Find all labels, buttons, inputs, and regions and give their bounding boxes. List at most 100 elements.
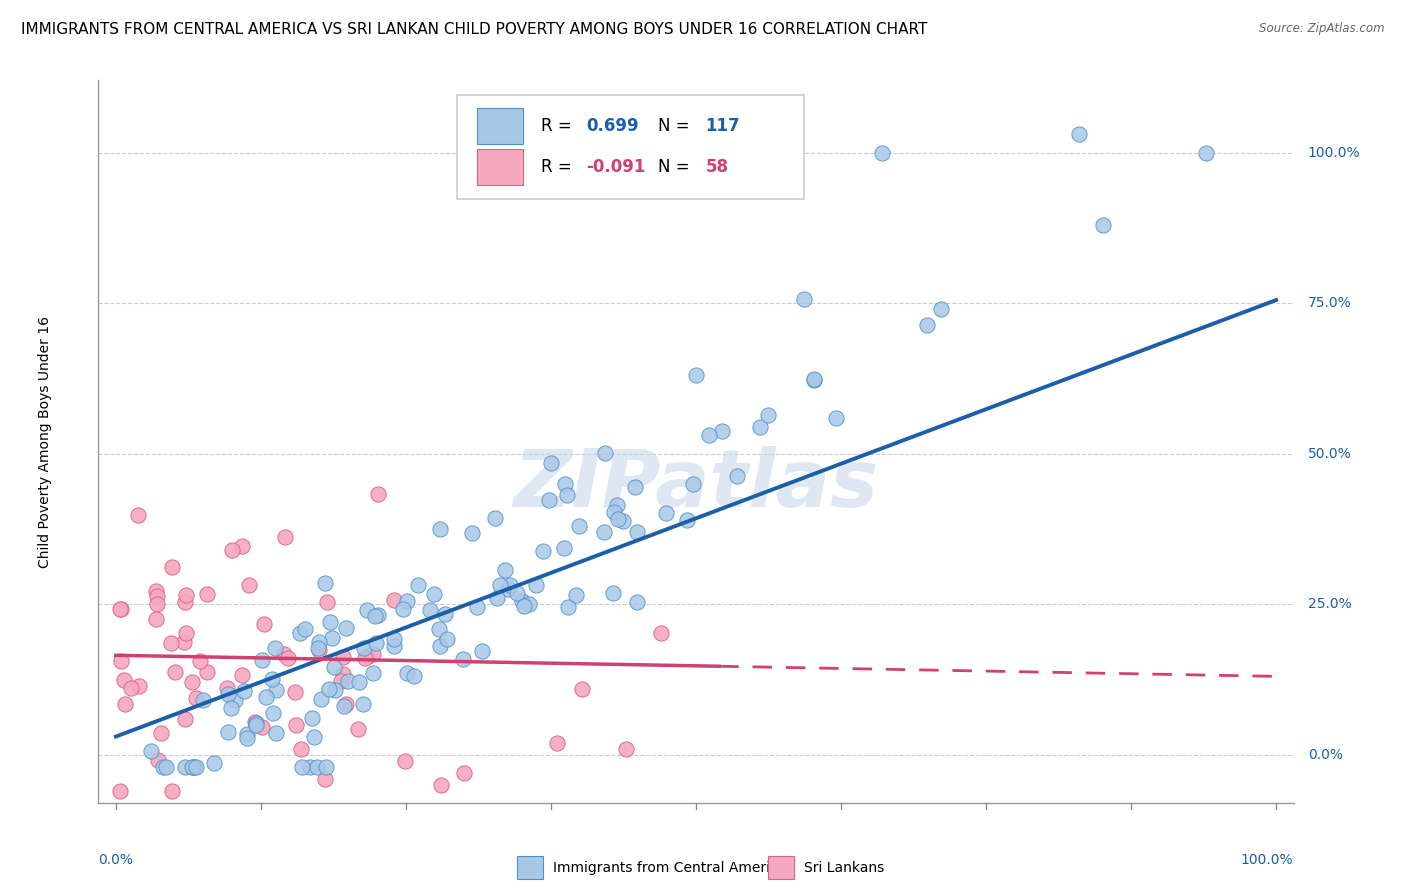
Point <box>356 603 378 617</box>
Point <box>128 679 150 693</box>
Point <box>233 683 256 698</box>
Point <box>382 639 405 653</box>
Point <box>173 635 195 649</box>
Point <box>593 446 616 460</box>
Point <box>568 518 591 533</box>
Point <box>277 651 299 665</box>
Point <box>217 725 239 739</box>
Text: N =: N = <box>658 158 695 176</box>
Point <box>176 625 198 640</box>
Point <box>453 765 475 780</box>
Point <box>392 602 415 616</box>
Point <box>624 480 647 494</box>
Point <box>180 675 202 690</box>
Point <box>557 599 579 614</box>
Text: R =: R = <box>541 117 576 135</box>
Point <box>188 654 211 668</box>
Point <box>254 690 277 705</box>
Point <box>1067 128 1090 142</box>
Point <box>160 560 183 574</box>
Point <box>308 643 330 657</box>
Point <box>353 640 375 655</box>
Point <box>461 526 484 541</box>
Point <box>710 424 733 438</box>
Point <box>626 525 648 540</box>
Point <box>193 692 215 706</box>
Point <box>603 505 626 519</box>
Text: 0.0%: 0.0% <box>98 854 134 867</box>
Text: ZIPatlas: ZIPatlas <box>513 446 879 524</box>
Point <box>494 562 516 576</box>
Point <box>321 631 343 645</box>
Point <box>429 639 451 653</box>
Text: 58: 58 <box>706 158 728 176</box>
Point <box>682 476 704 491</box>
Point <box>308 635 330 649</box>
Point <box>429 522 451 536</box>
Point <box>174 594 197 608</box>
Point <box>419 602 441 616</box>
Point <box>323 682 346 697</box>
Point <box>434 607 457 621</box>
Point <box>367 607 389 622</box>
Point <box>245 714 267 729</box>
Text: 75.0%: 75.0% <box>1308 296 1351 310</box>
Point <box>319 615 342 629</box>
Point <box>484 511 506 525</box>
Point <box>284 718 307 732</box>
Point <box>333 699 356 714</box>
Point <box>1092 219 1115 233</box>
Point <box>332 666 354 681</box>
Point <box>363 608 385 623</box>
Point <box>302 730 325 744</box>
Point <box>354 651 377 665</box>
Point <box>146 598 169 612</box>
Point <box>110 784 132 798</box>
Point <box>231 539 253 553</box>
Point <box>429 622 451 636</box>
Point <box>555 488 578 502</box>
Point <box>163 665 186 679</box>
Point <box>262 706 284 720</box>
Point <box>517 597 540 611</box>
Point <box>347 675 370 690</box>
Text: 25.0%: 25.0% <box>1308 597 1351 611</box>
Point <box>650 625 672 640</box>
Point <box>524 578 547 592</box>
Point <box>180 760 202 774</box>
Text: -0.091: -0.091 <box>586 158 645 176</box>
Point <box>451 652 474 666</box>
Point <box>120 681 142 695</box>
Point <box>546 735 568 749</box>
Point <box>250 653 273 667</box>
Point <box>186 760 208 774</box>
Point <box>315 760 337 774</box>
Point <box>803 372 825 386</box>
Point <box>181 760 204 774</box>
Bar <box>477 108 523 144</box>
Point <box>273 648 295 662</box>
Point <box>291 760 314 774</box>
Point <box>607 512 630 526</box>
Point <box>675 513 697 527</box>
Point <box>465 599 488 614</box>
Point <box>488 578 510 592</box>
Point <box>260 673 283 687</box>
Point <box>309 691 332 706</box>
Point <box>793 292 815 306</box>
Point <box>429 778 451 792</box>
Point <box>264 641 287 656</box>
Point <box>323 660 346 674</box>
Point <box>150 725 173 739</box>
Point <box>127 508 149 522</box>
Point <box>931 301 953 316</box>
Point <box>337 673 360 688</box>
Point <box>606 498 628 512</box>
Point <box>245 717 267 731</box>
Point <box>402 668 425 682</box>
Point <box>236 727 259 741</box>
Point <box>499 578 522 592</box>
Text: 50.0%: 50.0% <box>1308 447 1351 460</box>
Point <box>436 632 458 647</box>
Text: 100.0%: 100.0% <box>1308 145 1361 160</box>
